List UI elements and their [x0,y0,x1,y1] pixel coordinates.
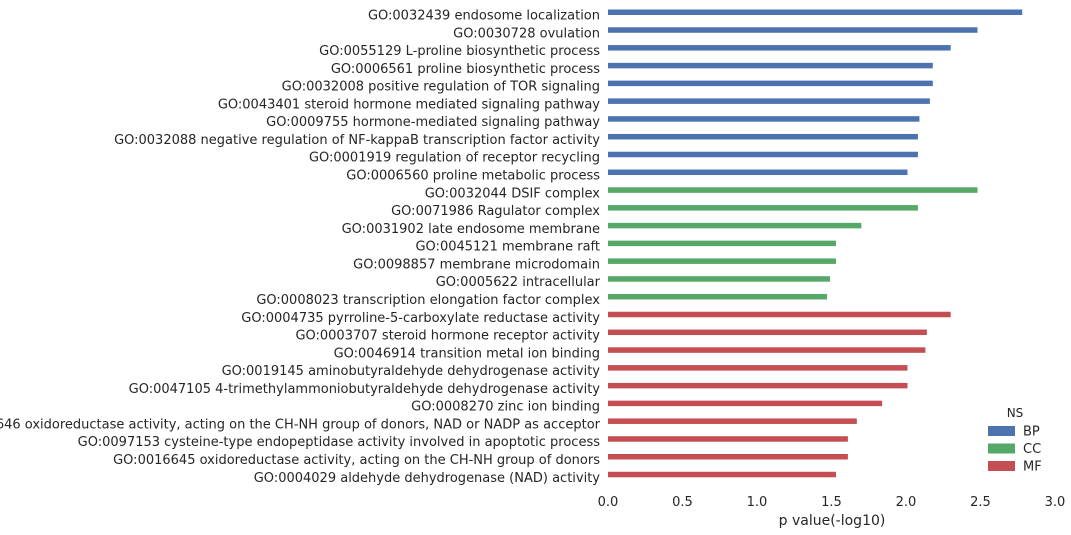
bar-cc [608,222,862,229]
category-label: GO:0047105 4-trimethylammoniobutyraldehy… [129,382,601,397]
bar-mf [608,454,848,460]
category-label: GO:0046914 transition metal ion binding [334,346,600,361]
legend-label: CC [1023,442,1041,457]
category-label: GO:0005622 intracellular [436,275,601,290]
bar-bp [608,98,930,104]
category-label: GO:0009755 hormone-mediated signaling pa… [266,115,600,130]
bar-bp [608,80,933,87]
category-label: GO:0006561 proline biosynthetic process [331,62,600,77]
bar-cc [608,240,836,247]
bar-cc [608,276,831,282]
category-label: GO:0032439 endosome localization [368,9,600,24]
bar-mf [608,471,836,478]
bar-mf [608,400,883,407]
bar-bp [608,62,933,69]
bar-bp [608,9,1023,15]
bar-mf [608,418,857,424]
category-label: GO:0071986 Ragulator complex [391,204,600,219]
legend-swatch-bp [988,426,1015,436]
bar-mf [608,329,927,336]
x-tick-label: 2.5 [970,495,991,510]
bar-bp [608,133,918,140]
category-label: GO:0098857 membrane microdomain [353,257,600,272]
bar-mf [608,365,908,371]
category-labels: GO:0032439 endosome localization GO:00307… [0,9,601,486]
bar-bp [608,27,978,33]
category-label: GO:0030728 ovulation [453,26,600,41]
legend-swatch-cc [988,443,1015,454]
category-label: GO:0032008 positive regulation of TOR si… [282,80,600,95]
category-label: GO:0031902 late endosome membrane [342,222,600,237]
category-label: GO:0019145 aminobutyraldehyde dehydrogen… [222,364,601,379]
legend-items: BP CC MF [988,425,1042,475]
bars-layer [608,9,1023,478]
bar-mf [608,347,926,353]
bar-cc [608,293,828,300]
category-label: GO:0097153 cysteine-type endopeptidase a… [78,435,601,450]
category-label: GO:0032088 negative regulation of NF-kap… [114,133,600,148]
category-label: GO:0003707 steroid hormone receptor acti… [295,329,600,344]
bar-bp [608,151,918,158]
legend-label: BP [1023,425,1040,440]
legend-title: NS [1007,406,1024,420]
x-axis: 0.0 0.5 1.0 1.5 2.0 2.5 3.0 [598,495,1066,510]
category-label: GO:0001919 regulation of receptor recycl… [309,151,600,166]
x-tick-label: 1.0 [747,495,768,510]
legend-swatch-mf [988,461,1015,471]
x-tick-label: 2.0 [896,495,917,510]
category-label: GO:0043401 steroid hormone mediated sign… [218,97,600,112]
x-tick-label: 0.5 [672,495,693,510]
bar-cc [608,187,978,193]
bar-mf [608,436,848,442]
x-axis-label: p value(-log10) [779,513,886,529]
bar-cc [608,258,836,264]
bar-bp [608,45,951,51]
x-tick-label: 0.0 [598,495,619,510]
legend-label: MF [1023,460,1042,475]
category-label: GO:0016645 oxidoreductase activity, acti… [113,453,600,468]
category-label: GO:0045121 membrane raft [415,240,600,255]
legend: NS BP CC MF [988,406,1042,475]
category-label: GO:0004029 aldehyde dehydrogenase (NAD) … [254,471,601,486]
bar-mf [608,382,908,389]
category-label: GO:0016646 oxidoreductase activity, acti… [0,417,601,432]
bar-bp [608,116,920,122]
bar-mf [608,311,951,318]
x-tick-label: 1.5 [821,495,842,510]
category-label: GO:0008270 zinc ion binding [411,400,600,415]
category-label: GO:0008023 transcription elongation fact… [256,293,600,308]
bar-bp [608,169,908,176]
x-tick-label: 3.0 [1045,495,1066,510]
category-label: GO:0006560 proline metabolic process [346,169,600,184]
category-label: GO:0032044 DSIF complex [425,186,601,201]
category-label: GO:0004735 pyrroline-5-carboxylate reduc… [241,311,600,326]
category-label: GO:0055129 L-proline biosynthetic proces… [319,44,600,59]
bar-cc [608,205,918,211]
